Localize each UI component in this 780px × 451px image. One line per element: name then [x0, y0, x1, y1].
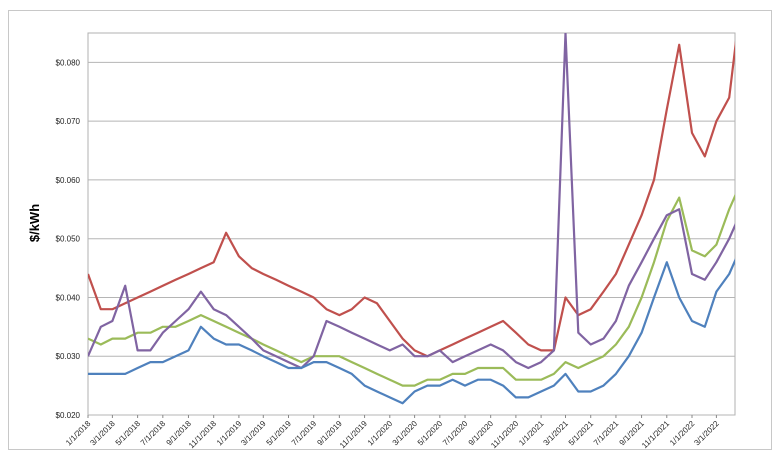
x-tick-label: 5/1/2018: [114, 419, 143, 448]
y-tick-labels: $0.020 $0.030 $0.040 $0.050 $0.060 $0.070 $0.0…: [56, 58, 81, 420]
y-tick-label: $0.060: [56, 176, 81, 185]
x-tick-label: 5/1/2019: [265, 419, 294, 448]
x-tick-label: 3/1/2020: [391, 419, 420, 448]
y-tick-label: $0.080: [56, 58, 81, 67]
y-axis-label: $/kWh: [27, 204, 42, 242]
y-tick-label: $0.020: [56, 411, 81, 420]
chart-canvas: $0.020 $0.030 $0.040 $0.050 $0.060 $0.070 $0.0…: [27, 32, 736, 450]
y-tick-label: $0.040: [56, 293, 81, 302]
gridlines: [87, 32, 736, 416]
chart-frame: $0.020 $0.030 $0.040 $0.050 $0.060 $0.070 $0.0…: [8, 10, 772, 450]
x-tick-label: 1/1/2020: [366, 419, 395, 448]
x-tick-label: 11/1/2020: [489, 419, 520, 450]
x-tick-label: 11/1/2021: [640, 419, 671, 450]
x-tick-label: 5/1/2021: [567, 419, 596, 448]
x-tick-label: 7/1/2018: [139, 419, 168, 448]
x-tick-label: 1/1/2022: [668, 419, 697, 448]
x-tick-label: 7/1/2019: [290, 419, 319, 448]
x-tick-label: 1/1/2018: [64, 419, 93, 448]
y-tick-label: $0.070: [56, 117, 81, 126]
x-tick-label: 1/1/2019: [215, 419, 244, 448]
x-tick-label: 3/1/2019: [239, 419, 268, 448]
x-tick-label: 3/1/2022: [692, 419, 721, 448]
x-tick-label: 7/1/2021: [592, 419, 621, 448]
y-tick-label: $0.050: [56, 235, 81, 244]
series-line-3: [88, 258, 735, 405]
y-tick-label: $0.030: [56, 352, 81, 361]
x-tick-label: 11/1/2018: [187, 419, 218, 450]
x-tick-label: 3/1/2021: [542, 419, 571, 448]
series-line-2: [88, 33, 735, 370]
x-tick-label: 3/1/2018: [88, 419, 117, 448]
series-line-0: [88, 40, 735, 358]
x-tick-label: 1/1/2021: [517, 419, 546, 448]
x-tick-label: 5/1/2020: [416, 419, 445, 448]
series-line-1: [88, 193, 735, 387]
x-tick-label: 7/1/2020: [441, 419, 470, 448]
series-lines: [88, 33, 735, 405]
x-tick-labels: 1/1/20183/1/20185/1/20187/1/20189/1/2018…: [64, 415, 721, 450]
x-tick-label: 11/1/2019: [338, 419, 369, 450]
